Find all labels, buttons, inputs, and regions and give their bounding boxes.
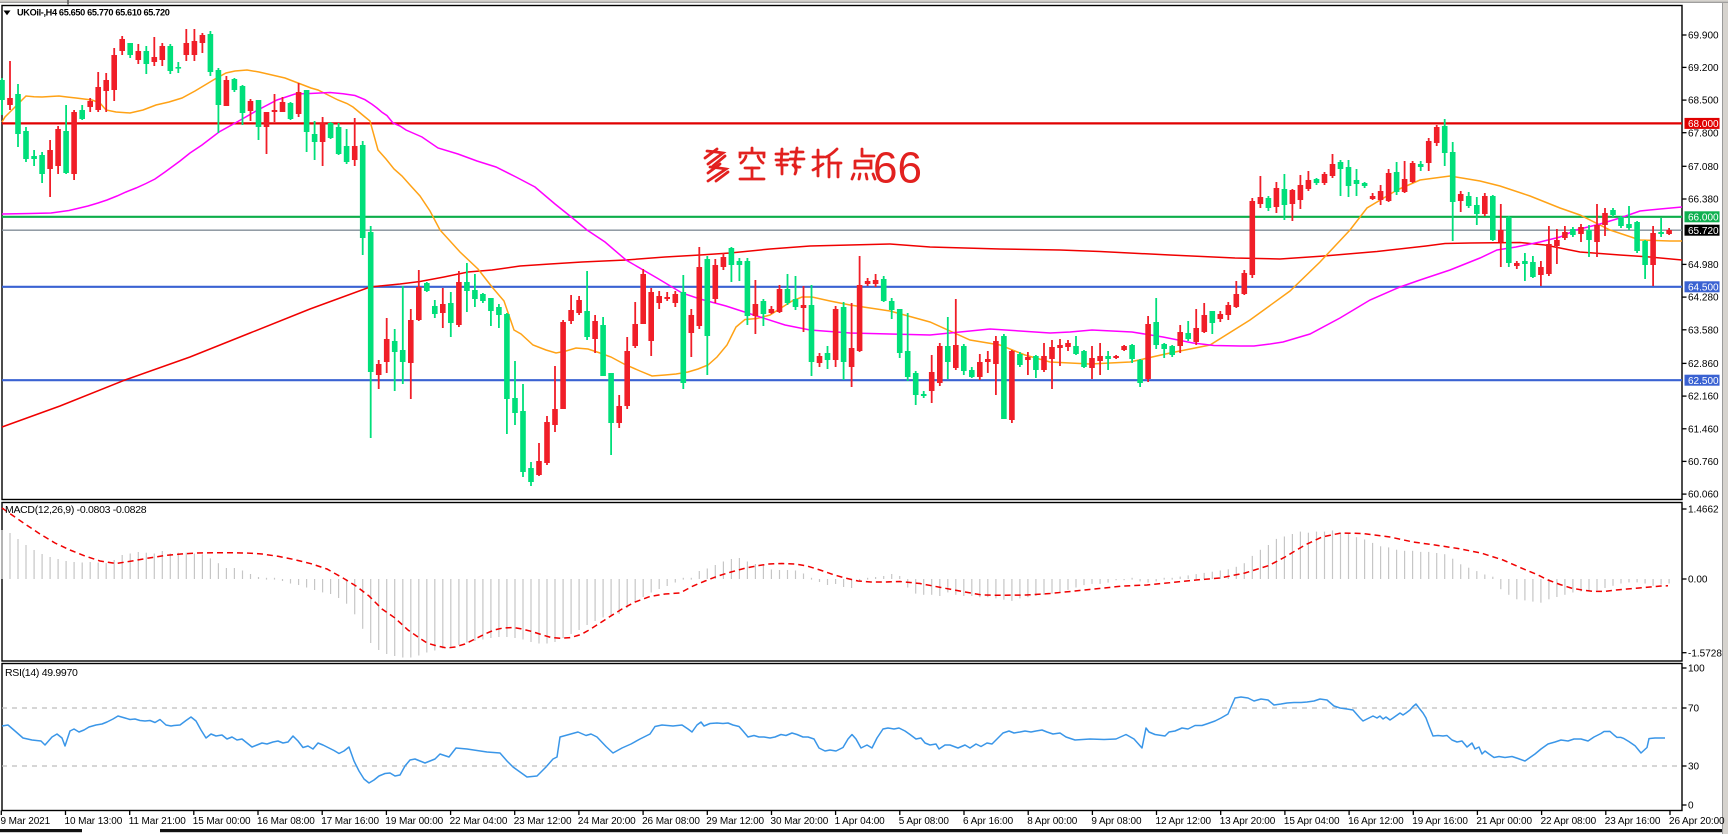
svg-text:16 Apr 12:00: 16 Apr 12:00	[1348, 816, 1404, 827]
svg-text:5 Apr 08:00: 5 Apr 08:00	[899, 816, 950, 827]
svg-text:62.500: 62.500	[1688, 376, 1719, 387]
svg-text:60.760: 60.760	[1688, 457, 1719, 468]
svg-text:68.000: 68.000	[1688, 119, 1719, 130]
svg-text:66.380: 66.380	[1688, 195, 1719, 206]
svg-text:65.720: 65.720	[1688, 226, 1719, 237]
svg-text:70: 70	[1688, 704, 1700, 715]
svg-text:19 Mar 00:00: 19 Mar 00:00	[385, 816, 443, 827]
svg-text:67.800: 67.800	[1688, 128, 1719, 139]
svg-text:62.160: 62.160	[1688, 392, 1719, 403]
svg-text:16 Mar 08:00: 16 Mar 08:00	[257, 816, 315, 827]
svg-text:0.00: 0.00	[1688, 575, 1708, 586]
svg-text:68.500: 68.500	[1688, 96, 1719, 107]
svg-text:64.500: 64.500	[1688, 282, 1719, 293]
svg-text:23 Mar 12:00: 23 Mar 12:00	[514, 816, 572, 827]
svg-text:9 Mar 2021: 9 Mar 2021	[1, 816, 51, 827]
svg-text:1 Apr 04:00: 1 Apr 04:00	[835, 816, 886, 827]
svg-text:63.580: 63.580	[1688, 325, 1719, 336]
svg-text:13 Apr 20:00: 13 Apr 20:00	[1220, 816, 1276, 827]
svg-text:67.080: 67.080	[1688, 162, 1719, 173]
svg-text:8 Apr 00:00: 8 Apr 00:00	[1027, 816, 1078, 827]
svg-text:24 Mar 20:00: 24 Mar 20:00	[578, 816, 636, 827]
svg-text:69.200: 69.200	[1688, 63, 1719, 74]
svg-text:15 Mar 00:00: 15 Mar 00:00	[193, 816, 251, 827]
svg-text:6 Apr 16:00: 6 Apr 16:00	[963, 816, 1014, 827]
svg-text:-1.5728: -1.5728	[1688, 648, 1722, 659]
svg-text:RSI(14) 49.9970: RSI(14) 49.9970	[5, 667, 78, 679]
svg-text:100: 100	[1688, 664, 1705, 675]
svg-text:9 Apr 08:00: 9 Apr 08:00	[1091, 816, 1142, 827]
svg-text:62.860: 62.860	[1688, 359, 1719, 370]
svg-text:60.060: 60.060	[1688, 490, 1719, 501]
svg-text:12 Apr 12:00: 12 Apr 12:00	[1156, 816, 1212, 827]
svg-text:17 Mar 16:00: 17 Mar 16:00	[321, 816, 379, 827]
svg-text:22 Apr 08:00: 22 Apr 08:00	[1541, 816, 1597, 827]
svg-text:61.460: 61.460	[1688, 424, 1719, 435]
svg-text:64.980: 64.980	[1688, 260, 1719, 271]
svg-text:1.4662: 1.4662	[1688, 505, 1719, 516]
svg-text:66: 66	[873, 144, 922, 193]
svg-text:26 Apr 20:00: 26 Apr 20:00	[1669, 816, 1725, 827]
svg-text:0: 0	[1688, 801, 1694, 812]
svg-text:64.280: 64.280	[1688, 293, 1719, 304]
svg-text:30: 30	[1688, 762, 1700, 773]
svg-text:UKOil-,H4 65.650 65.770 65.61: UKOil-,H4 65.650 65.770 65.610 65.720	[17, 8, 170, 18]
svg-text:MACD(12,26,9) -0.0803 -0.0828: MACD(12,26,9) -0.0803 -0.0828	[5, 504, 147, 516]
svg-text:19 Apr 16:00: 19 Apr 16:00	[1412, 816, 1468, 827]
svg-text:11 Mar 21:00: 11 Mar 21:00	[129, 816, 187, 827]
svg-text:22 Mar 04:00: 22 Mar 04:00	[450, 816, 508, 827]
svg-text:10 Mar 13:00: 10 Mar 13:00	[65, 816, 123, 827]
svg-text:23 Apr 16:00: 23 Apr 16:00	[1605, 816, 1661, 827]
svg-text:30 Mar 20:00: 30 Mar 20:00	[771, 816, 829, 827]
svg-text:15 Apr 04:00: 15 Apr 04:00	[1284, 816, 1340, 827]
svg-text:66.000: 66.000	[1688, 212, 1719, 223]
svg-text:26 Mar 08:00: 26 Mar 08:00	[642, 816, 700, 827]
svg-text:29 Mar 12:00: 29 Mar 12:00	[706, 816, 764, 827]
svg-text:69.900: 69.900	[1688, 31, 1719, 42]
svg-text:21 Apr 00:00: 21 Apr 00:00	[1476, 816, 1532, 827]
